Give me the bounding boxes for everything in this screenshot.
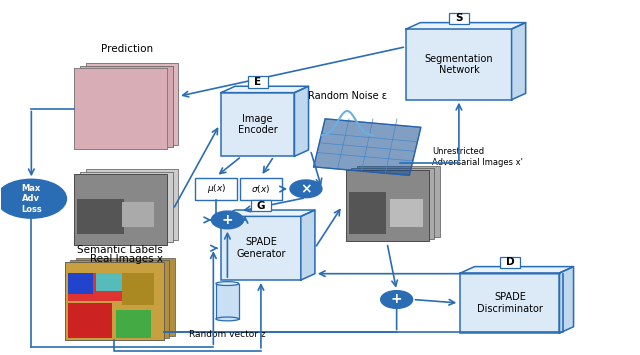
FancyBboxPatch shape: [80, 66, 173, 147]
FancyBboxPatch shape: [122, 273, 154, 305]
Polygon shape: [294, 86, 308, 156]
FancyBboxPatch shape: [74, 68, 167, 149]
Text: +: +: [391, 293, 403, 306]
Text: $\mu(x)$: $\mu(x)$: [207, 182, 226, 196]
FancyBboxPatch shape: [86, 63, 179, 144]
Circle shape: [290, 180, 322, 198]
FancyBboxPatch shape: [216, 284, 239, 319]
Text: S: S: [455, 13, 463, 23]
Text: Segmentation
Network: Segmentation Network: [424, 54, 493, 75]
FancyBboxPatch shape: [122, 202, 154, 227]
Polygon shape: [511, 23, 525, 100]
FancyBboxPatch shape: [461, 273, 559, 333]
FancyBboxPatch shape: [346, 170, 429, 241]
FancyBboxPatch shape: [240, 178, 282, 201]
FancyBboxPatch shape: [349, 192, 386, 234]
Text: Image
Encoder: Image Encoder: [238, 114, 278, 135]
FancyBboxPatch shape: [77, 199, 124, 234]
FancyBboxPatch shape: [74, 68, 167, 149]
Circle shape: [381, 291, 413, 308]
Circle shape: [211, 211, 243, 229]
Text: $\sigma(x)$: $\sigma(x)$: [252, 183, 271, 195]
Polygon shape: [559, 267, 573, 333]
FancyBboxPatch shape: [357, 166, 440, 236]
Ellipse shape: [216, 317, 239, 321]
FancyBboxPatch shape: [97, 273, 135, 291]
FancyBboxPatch shape: [248, 76, 268, 88]
Text: Prediction: Prediction: [100, 44, 153, 54]
FancyBboxPatch shape: [68, 303, 113, 338]
FancyBboxPatch shape: [76, 258, 175, 335]
FancyBboxPatch shape: [390, 199, 424, 227]
FancyBboxPatch shape: [251, 200, 271, 212]
FancyBboxPatch shape: [74, 174, 167, 245]
Text: Random Noise ε: Random Noise ε: [308, 92, 387, 102]
Text: ×: ×: [300, 182, 312, 196]
FancyBboxPatch shape: [351, 168, 435, 239]
Text: Unrestricted
Adversarial Images x': Unrestricted Adversarial Images x': [432, 147, 523, 167]
FancyBboxPatch shape: [221, 217, 301, 280]
FancyBboxPatch shape: [65, 262, 164, 340]
FancyBboxPatch shape: [86, 169, 179, 240]
Polygon shape: [221, 86, 308, 93]
FancyBboxPatch shape: [221, 93, 294, 156]
Text: SPADE
Generator: SPADE Generator: [236, 237, 285, 259]
Polygon shape: [221, 210, 315, 217]
Polygon shape: [314, 119, 421, 175]
Text: E: E: [254, 77, 261, 87]
FancyBboxPatch shape: [449, 13, 469, 24]
Text: Real Images x: Real Images x: [90, 253, 163, 263]
Text: SPADE
Discriminator: SPADE Discriminator: [477, 292, 543, 314]
Text: D: D: [506, 257, 515, 267]
Polygon shape: [301, 210, 315, 280]
FancyBboxPatch shape: [116, 310, 151, 338]
Circle shape: [0, 179, 67, 218]
Text: G: G: [257, 201, 265, 211]
FancyBboxPatch shape: [74, 174, 167, 245]
Text: Random vector z: Random vector z: [189, 329, 266, 339]
FancyBboxPatch shape: [406, 29, 511, 100]
Ellipse shape: [216, 282, 239, 285]
FancyBboxPatch shape: [346, 170, 429, 241]
Polygon shape: [406, 23, 525, 29]
Text: Max
Adv
Loss: Max Adv Loss: [21, 184, 42, 214]
Polygon shape: [461, 267, 573, 273]
FancyBboxPatch shape: [68, 273, 93, 294]
FancyBboxPatch shape: [70, 260, 170, 338]
FancyBboxPatch shape: [195, 178, 237, 201]
Text: Semantic Labels: Semantic Labels: [77, 245, 163, 255]
FancyBboxPatch shape: [500, 257, 520, 268]
FancyBboxPatch shape: [80, 172, 173, 242]
FancyBboxPatch shape: [68, 273, 125, 301]
FancyBboxPatch shape: [65, 262, 164, 340]
Text: +: +: [221, 213, 233, 227]
